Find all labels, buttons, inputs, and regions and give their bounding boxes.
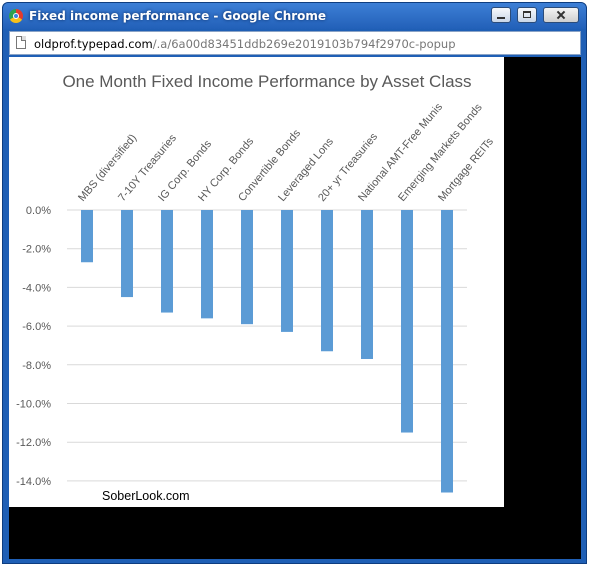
bar (401, 210, 413, 433)
url-text[interactable]: oldprof.typepad.com/.a/6a00d83451ddb269e… (34, 37, 456, 51)
url-path: /.a/6a00d83451ddb269e2019103b794f2970c-p… (152, 37, 456, 51)
browser-window: Fixed income performance - Google Chrome… (2, 2, 587, 564)
url-host: oldprof.typepad.com (34, 37, 153, 51)
chart-area: One Month Fixed Income Performance by As… (9, 57, 504, 507)
bar (81, 210, 93, 263)
title-bar[interactable]: Fixed income performance - Google Chrome (3, 3, 586, 29)
y-tick-label: -14.0% (16, 476, 51, 488)
bar (441, 210, 453, 493)
close-button[interactable] (543, 7, 579, 23)
maximize-button[interactable] (517, 7, 537, 23)
bar (321, 210, 333, 352)
y-tick-label: 0.0% (26, 205, 51, 217)
y-tick-label: -2.0% (22, 244, 51, 256)
bar-chart: One Month Fixed Income Performance by As… (16, 72, 496, 503)
bar (241, 210, 253, 325)
address-bar[interactable]: oldprof.typepad.com/.a/6a00d83451ddb269e… (9, 31, 581, 55)
y-tick-label: -8.0% (22, 360, 51, 372)
bar (201, 210, 213, 319)
chrome-icon (9, 9, 23, 23)
page-content: One Month Fixed Income Performance by As… (9, 57, 581, 559)
y-tick-label: -10.0% (16, 399, 51, 411)
bar (161, 210, 173, 313)
chart-title: One Month Fixed Income Performance by As… (62, 72, 471, 91)
watermark-text: SoberLook.com (102, 489, 190, 503)
window-title: Fixed income performance - Google Chrome (29, 9, 327, 23)
minimize-button[interactable] (491, 7, 511, 23)
y-tick-label: -6.0% (22, 321, 51, 333)
bar (121, 210, 133, 298)
bar (281, 210, 293, 332)
page-icon (16, 36, 26, 49)
bar (361, 210, 373, 359)
y-tick-label: -4.0% (22, 282, 51, 294)
y-tick-label: -12.0% (16, 437, 51, 449)
